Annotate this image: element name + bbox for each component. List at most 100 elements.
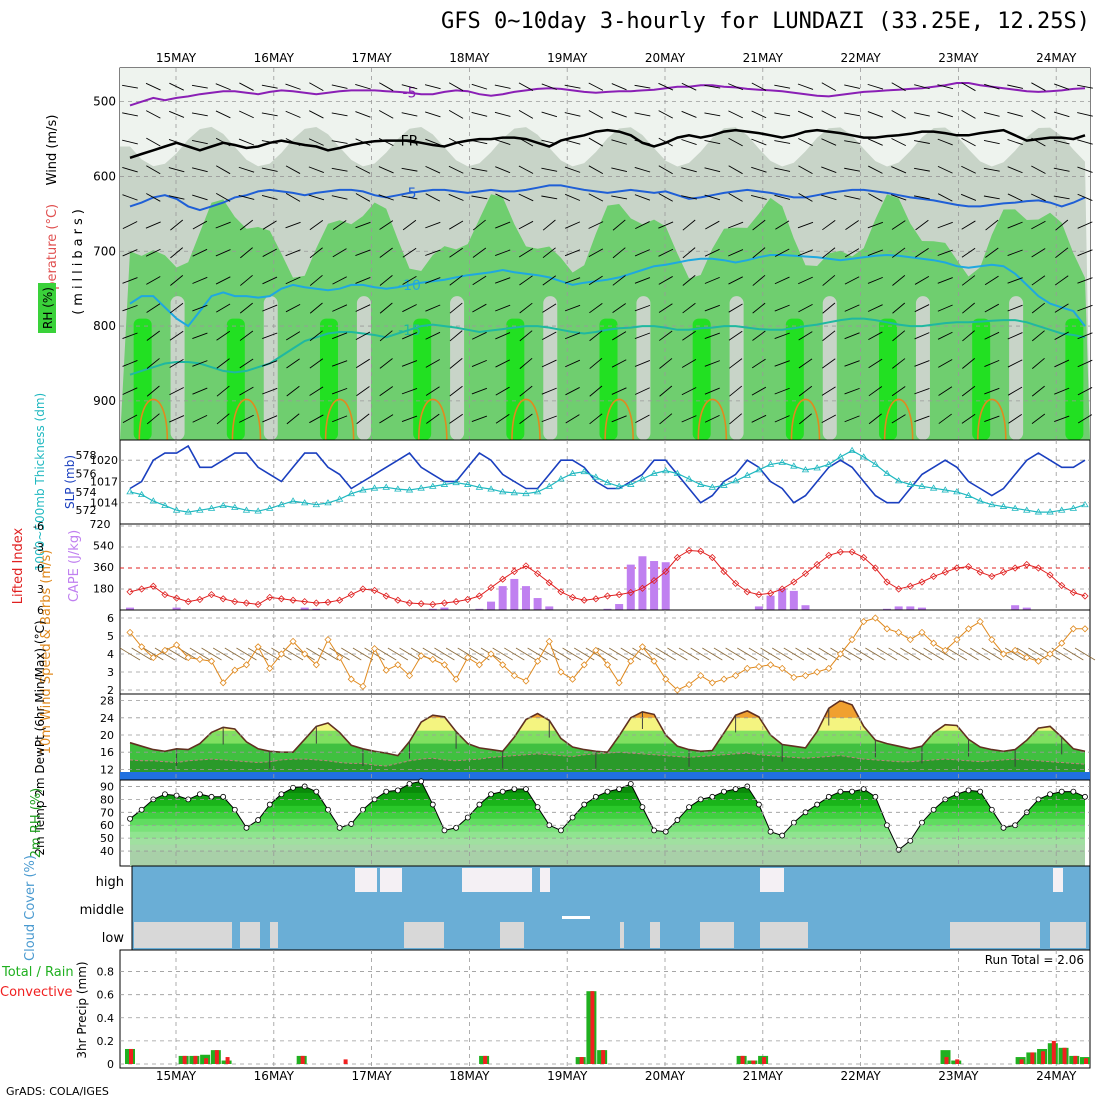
rh-point bbox=[872, 793, 879, 800]
lifted-index-point bbox=[196, 595, 204, 604]
wind-barb bbox=[1054, 387, 1070, 395]
upper-air-rh-label: RH (%) bbox=[41, 287, 55, 329]
wind-barb bbox=[542, 331, 557, 341]
cape-bar bbox=[521, 586, 530, 610]
wind-barb bbox=[844, 248, 860, 258]
wind-barb bbox=[168, 167, 185, 173]
cape-bar bbox=[917, 607, 926, 610]
wind-barb bbox=[285, 193, 301, 202]
wind-barb bbox=[1077, 387, 1093, 396]
wind10m-point bbox=[499, 661, 507, 669]
wind-barb bbox=[471, 387, 488, 395]
lifted-index-point bbox=[312, 599, 320, 607]
lifted-index-point bbox=[813, 560, 821, 569]
wind-barb bbox=[170, 247, 184, 259]
wind-barb bbox=[355, 111, 371, 118]
wind-barb bbox=[797, 249, 814, 257]
rh-point bbox=[476, 801, 483, 808]
wind-barb bbox=[401, 112, 418, 117]
lifted-index-point bbox=[557, 588, 565, 596]
lifted-index-point bbox=[662, 567, 670, 576]
wind-barb bbox=[541, 387, 557, 395]
rh-band bbox=[130, 851, 1085, 866]
wind10m-barb bbox=[1028, 647, 1049, 661]
wind-barb bbox=[1007, 84, 1024, 89]
wind-barb bbox=[378, 194, 394, 201]
thickness-point bbox=[615, 482, 623, 489]
wind10m-point bbox=[161, 646, 169, 654]
low-cloud-block bbox=[160, 922, 232, 948]
instability-contour bbox=[977, 398, 1007, 441]
rh-moist-streak bbox=[879, 318, 898, 440]
instability-contour bbox=[324, 398, 355, 441]
wind10m-point bbox=[417, 652, 425, 660]
thickness-point bbox=[1011, 504, 1019, 511]
wind-barb bbox=[169, 330, 184, 341]
wind-barb bbox=[844, 195, 860, 200]
wind-barb bbox=[821, 166, 837, 173]
wind-barb bbox=[122, 277, 138, 284]
rh-point bbox=[523, 786, 529, 792]
wind10m-y-tick: 3 bbox=[107, 666, 114, 679]
rh-point bbox=[779, 832, 786, 839]
lifted-index-point bbox=[930, 572, 938, 580]
wind-barb bbox=[542, 275, 557, 286]
wind-barb bbox=[611, 195, 628, 200]
rh-point bbox=[290, 784, 296, 791]
rh-point bbox=[686, 804, 692, 811]
lifted-index-point bbox=[254, 600, 262, 608]
wind-barb bbox=[541, 415, 557, 423]
wind-barb bbox=[611, 83, 627, 91]
thickness-point bbox=[1058, 506, 1066, 513]
lifted-index-point bbox=[790, 578, 798, 586]
wind-barb bbox=[379, 358, 393, 369]
precip-convective-bar bbox=[483, 1055, 488, 1064]
rh-point bbox=[534, 804, 541, 811]
wind10m-point bbox=[999, 650, 1008, 658]
bottom-day-label: 22MAY bbox=[840, 1069, 881, 1083]
lifted-index-point bbox=[1046, 571, 1054, 579]
wind-barb bbox=[704, 387, 720, 395]
lifted-index-point bbox=[173, 594, 181, 602]
rh-moist-streak bbox=[413, 318, 432, 440]
thickness-point bbox=[1046, 508, 1054, 515]
thickness-point bbox=[324, 499, 332, 506]
wind-barb bbox=[961, 413, 976, 424]
wind10m-point bbox=[1058, 639, 1066, 647]
top-day-label: 17MAY bbox=[351, 51, 392, 65]
wind-barb bbox=[261, 84, 278, 89]
wind10m-point bbox=[697, 672, 705, 680]
wind-barb bbox=[612, 331, 627, 341]
rh2m-shading bbox=[127, 778, 1088, 866]
top-day-label: 23MAY bbox=[938, 51, 979, 65]
wind-barb bbox=[1053, 167, 1070, 172]
slp-y-ticks: 572 574 576 578 1014 1017 1020 720 bbox=[76, 449, 119, 531]
wind-barb bbox=[379, 110, 394, 119]
cloud-y-ticks: low middle high bbox=[80, 875, 125, 946]
rh-moist-streak bbox=[599, 318, 618, 440]
wind10m-barb bbox=[876, 647, 898, 661]
wind10m-series bbox=[126, 614, 1089, 694]
cape-bar bbox=[440, 607, 449, 610]
wind-barb bbox=[355, 304, 371, 312]
wind10m-barb bbox=[282, 647, 304, 661]
wind10m-barb bbox=[154, 647, 176, 661]
wind-barb bbox=[355, 138, 371, 146]
thickness-point bbox=[219, 501, 227, 509]
wind10m-point bbox=[149, 654, 157, 662]
wind-barb bbox=[752, 274, 766, 286]
wind-barb bbox=[681, 359, 697, 368]
wind10m-barb bbox=[667, 647, 688, 661]
wind-barb bbox=[774, 415, 790, 423]
wind-barb bbox=[1007, 359, 1023, 368]
rh-point bbox=[860, 786, 867, 792]
bottom-day-label: 19MAY bbox=[547, 1069, 588, 1083]
thickness-point bbox=[254, 507, 262, 514]
low-cloud-block bbox=[500, 922, 524, 948]
precip-convective-bar bbox=[193, 1055, 198, 1064]
wind10m-barb bbox=[853, 647, 874, 661]
thickness-point bbox=[266, 504, 274, 511]
wind-barb bbox=[1007, 221, 1023, 229]
wind-barb bbox=[728, 110, 744, 119]
